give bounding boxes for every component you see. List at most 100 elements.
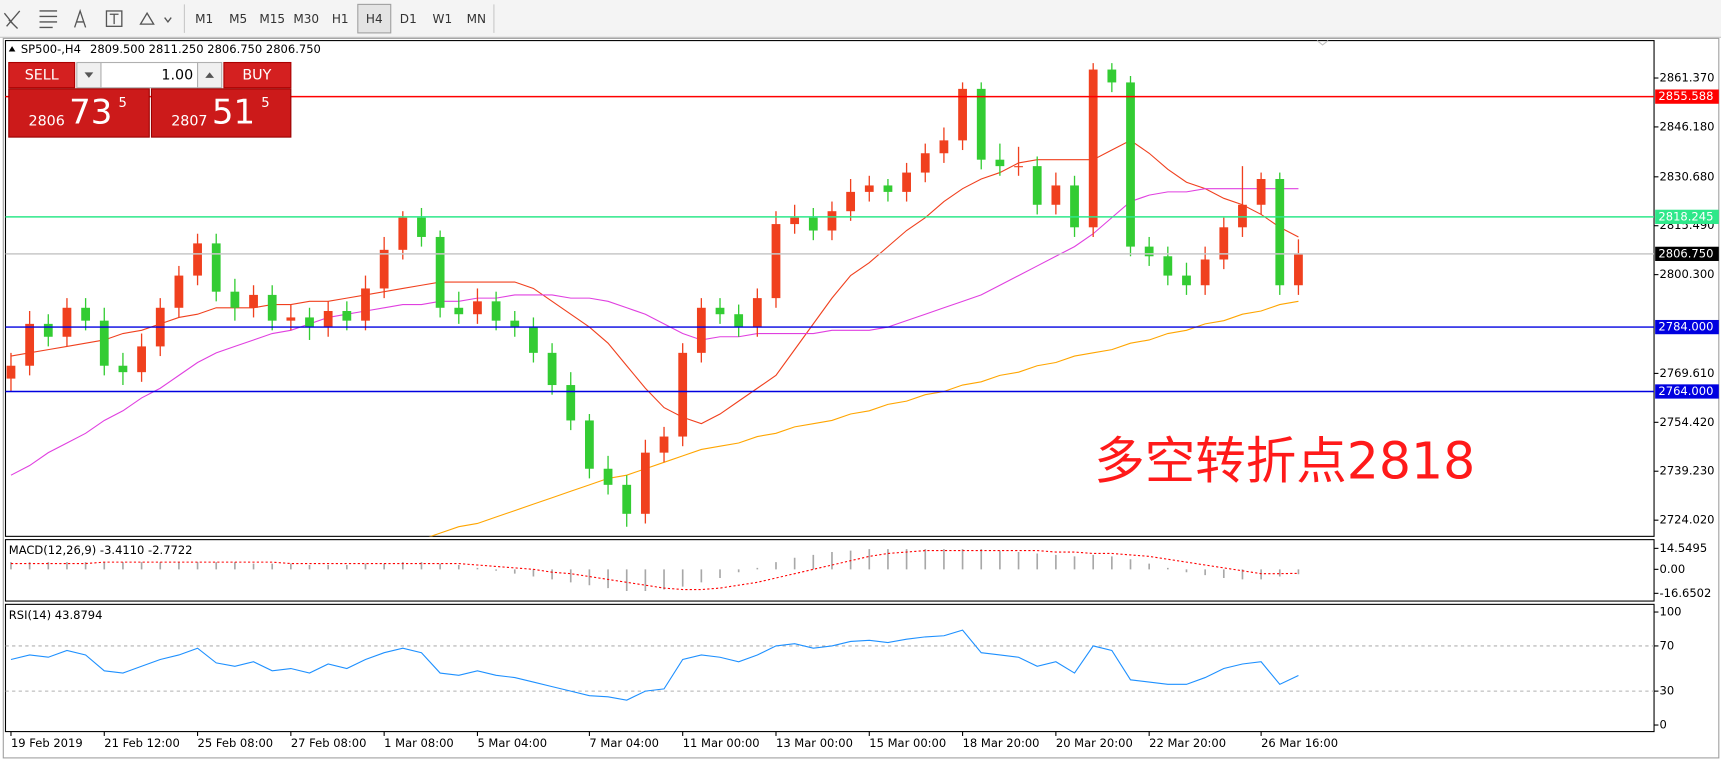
moving-average (10, 139, 1299, 425)
candle-body (25, 323, 35, 366)
candle-body (659, 436, 669, 453)
timeframe-buttons: M1 M5 M15 M30 H1 H4 D1 W1 MN (187, 3, 493, 34)
lines-tool[interactable] (39, 10, 58, 29)
timeframe-label[interactable]: H1 (332, 12, 349, 26)
crosshair-tool[interactable] (3, 10, 21, 29)
x-tick-label: 11 Mar 00:00 (683, 736, 760, 750)
candle-body (43, 323, 53, 337)
timeframe-button[interactable] (425, 4, 459, 33)
timeframe-label[interactable]: H4 (366, 12, 383, 26)
axes: 2861.3702846.1802830.6802815.4902800.300… (10, 71, 1719, 750)
timeframe-label[interactable]: M15 (259, 12, 285, 26)
timeframe-label[interactable]: M1 (195, 12, 213, 26)
x-tick-label: 25 Feb 08:00 (198, 736, 274, 750)
timeframe-button[interactable] (323, 4, 357, 33)
timeframe-button[interactable] (459, 4, 493, 33)
candle-body (1070, 185, 1079, 228)
timeframe-button[interactable] (357, 3, 392, 34)
timeframe-button[interactable] (255, 4, 289, 33)
timeframe-button[interactable] (187, 4, 221, 33)
candle-body (323, 310, 333, 328)
ask-box[interactable] (150, 88, 292, 138)
candle-body (118, 365, 128, 373)
candle-body (827, 211, 837, 231)
x-tick-label: 18 Mar 20:00 (963, 736, 1040, 750)
x-tick-label: 19 Feb 2019 (11, 736, 83, 750)
candle-body (211, 243, 221, 292)
macd-plot (10, 549, 1300, 591)
sell-label[interactable]: SELL (25, 68, 59, 84)
y-tick-label: 2754.420 (1660, 415, 1715, 429)
candle-body (846, 191, 856, 212)
x-tick-label: 27 Feb 08:00 (291, 736, 367, 750)
symbol: SP500-,H4 (21, 42, 81, 56)
y-tick-label: 2861.370 (1660, 71, 1715, 85)
sell-button[interactable] (8, 61, 76, 89)
text-tool[interactable] (74, 8, 87, 28)
candle-body (585, 420, 594, 469)
collapse-arrow[interactable] (8, 46, 16, 52)
label-tool-glyph (109, 13, 119, 25)
rsi-line (10, 629, 1299, 701)
down-arrow (84, 72, 94, 78)
bid-main: 73 (69, 93, 112, 133)
ask-main: 51 (212, 93, 255, 133)
x-tick-label: 7 Mar 04:00 (589, 736, 659, 750)
timeframe-button[interactable] (289, 4, 323, 33)
bid-box[interactable] (8, 88, 150, 138)
candle-body (491, 301, 501, 321)
candle-body (230, 291, 240, 308)
level-label-bg (1655, 89, 1719, 104)
timeframe-label[interactable]: W1 (433, 12, 453, 26)
candle-body (62, 307, 72, 337)
candle-body (958, 88, 967, 141)
shift-marker (1316, 40, 1329, 46)
candle-body (1051, 185, 1061, 205)
candle-body (995, 159, 1005, 167)
candle-body (883, 185, 893, 192)
candle-body (249, 294, 258, 308)
candle-body (1088, 69, 1098, 228)
level-label-bg (1655, 319, 1719, 335)
buy-button[interactable] (223, 61, 292, 89)
buy-label[interactable]: BUY (242, 68, 271, 84)
candle-body (547, 352, 557, 386)
ask-big: 2807 (171, 114, 207, 130)
candle-body (473, 301, 482, 315)
candle-body (1014, 166, 1023, 168)
candle-body (920, 153, 930, 173)
candle-body (1219, 227, 1229, 260)
quote: 2809.500 2811.250 2806.750 2806.750 (90, 42, 321, 56)
x-tick-label: 13 Mar 00:00 (776, 736, 853, 750)
y-tick-label: 0 (1660, 718, 1667, 732)
timeframe-button[interactable] (221, 4, 255, 33)
y-tick-label: 100 (1660, 605, 1682, 619)
candle-body (510, 320, 520, 328)
y-tick-label: 2800.300 (1660, 267, 1715, 281)
candle-body (99, 320, 109, 366)
chart-window (2, 37, 1720, 759)
candle-body (752, 298, 762, 328)
level-label-bg (1655, 384, 1719, 399)
volume-input[interactable] (100, 61, 199, 89)
timeframe-label[interactable]: MN (467, 12, 486, 26)
up-arrow (205, 72, 215, 78)
candle-body (1275, 179, 1285, 286)
timeframe-label[interactable]: M5 (229, 12, 247, 26)
level-label: 2806.750 (1658, 246, 1713, 260)
timeframe-label[interactable]: D1 (400, 12, 417, 26)
timeframe-label[interactable]: M30 (293, 12, 319, 26)
shapes-tool[interactable] (139, 11, 172, 25)
label-tool[interactable] (105, 10, 123, 27)
timeframe-button[interactable] (391, 4, 425, 33)
price-pane (4, 40, 1655, 537)
rsi-plot (5, 629, 1655, 701)
candle-body (696, 307, 706, 353)
candle-body (529, 327, 538, 353)
macd-pane (4, 539, 1655, 602)
level-label: 2855.588 (1658, 89, 1713, 103)
y-tick-label: -16.6502 (1660, 586, 1712, 600)
y-tick-label: 2769.610 (1660, 366, 1715, 380)
volume[interactable]: 1.00 (161, 68, 193, 84)
candle-body (771, 224, 781, 299)
